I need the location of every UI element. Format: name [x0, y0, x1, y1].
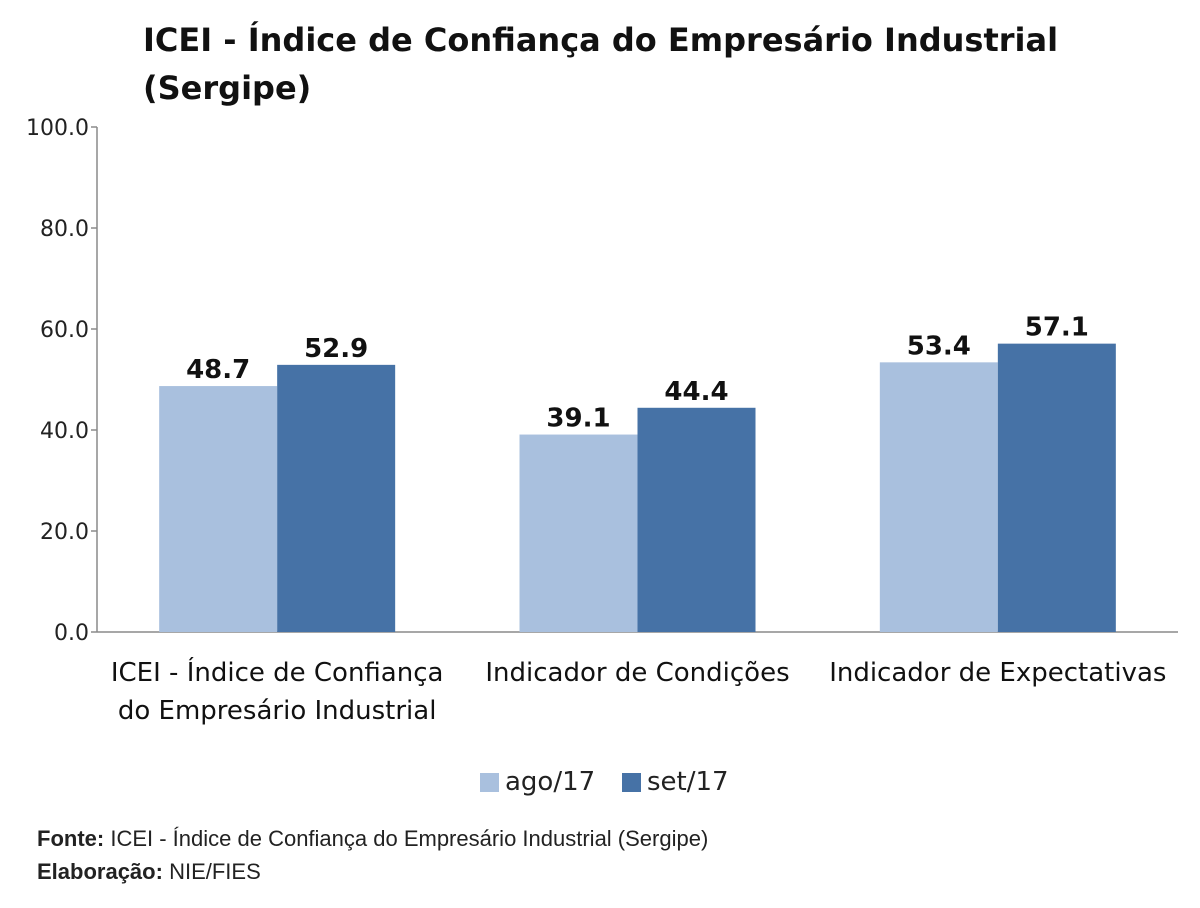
legend: ago/17 set/17 [0, 762, 1200, 802]
x-tick-label: Indicador de Expectativas [829, 658, 1166, 688]
bar [519, 434, 638, 632]
x-tick-label: ICEI - Índice de Confiança [111, 656, 444, 688]
x-tick-label: Indicador de Condições [485, 658, 789, 688]
legend-label-set17: set/17 [647, 767, 729, 797]
bar-chart: 0.0 20.0 40.0 60.0 80.0 100.0 48.7 52.9 ICEI - Í… [26, 116, 1178, 726]
credit-label: Elaboração: [37, 859, 163, 884]
y-tick-label: 40.0 [40, 419, 89, 444]
y-tick-label: 20.0 [40, 520, 89, 545]
legend-swatch-set17 [622, 772, 641, 792]
chart-footer: Fonte: ICEI - Índice de Confiança do Emp… [37, 822, 708, 888]
y-tick-label: 0.0 [54, 621, 89, 646]
y-tick-label: 80.0 [40, 217, 89, 242]
data-label: 44.4 [664, 377, 728, 407]
source-label: Fonte: [37, 826, 105, 851]
chart-title: ICEI - Índice de Confiança do Empresário… [143, 16, 1143, 112]
credit-text: NIE/FIES [169, 859, 261, 884]
credit-line: Elaboração: NIE/FIES [37, 855, 708, 888]
source-line: Fonte: ICEI - Índice de Confiança do Emp… [37, 822, 708, 855]
legend-swatch-ago17 [480, 772, 499, 792]
data-label: 48.7 [186, 355, 250, 385]
legend-label-ago17: ago/17 [505, 767, 596, 797]
data-label: 39.1 [546, 404, 610, 434]
x-tick-label: do Empresário Industrial [118, 696, 437, 726]
chart-title-line-2: (Sergipe) [143, 69, 312, 107]
bar [997, 343, 1116, 632]
data-label: 57.1 [1025, 313, 1089, 343]
chart-title-line-1: ICEI - Índice de Confiança do Empresário… [143, 21, 1059, 59]
bar [277, 364, 396, 632]
y-tick-label: 60.0 [40, 318, 89, 343]
data-label: 53.4 [907, 331, 971, 361]
y-tick-label: 100.0 [26, 116, 89, 141]
legend-item-ago17: ago/17 [480, 762, 595, 802]
bar [159, 386, 278, 632]
source-text: ICEI - Índice de Confiança do Empresário… [110, 826, 709, 851]
bar [879, 362, 998, 632]
legend-item-set17: set/17 [622, 762, 729, 802]
data-label: 52.9 [304, 334, 368, 364]
bar [637, 407, 756, 632]
